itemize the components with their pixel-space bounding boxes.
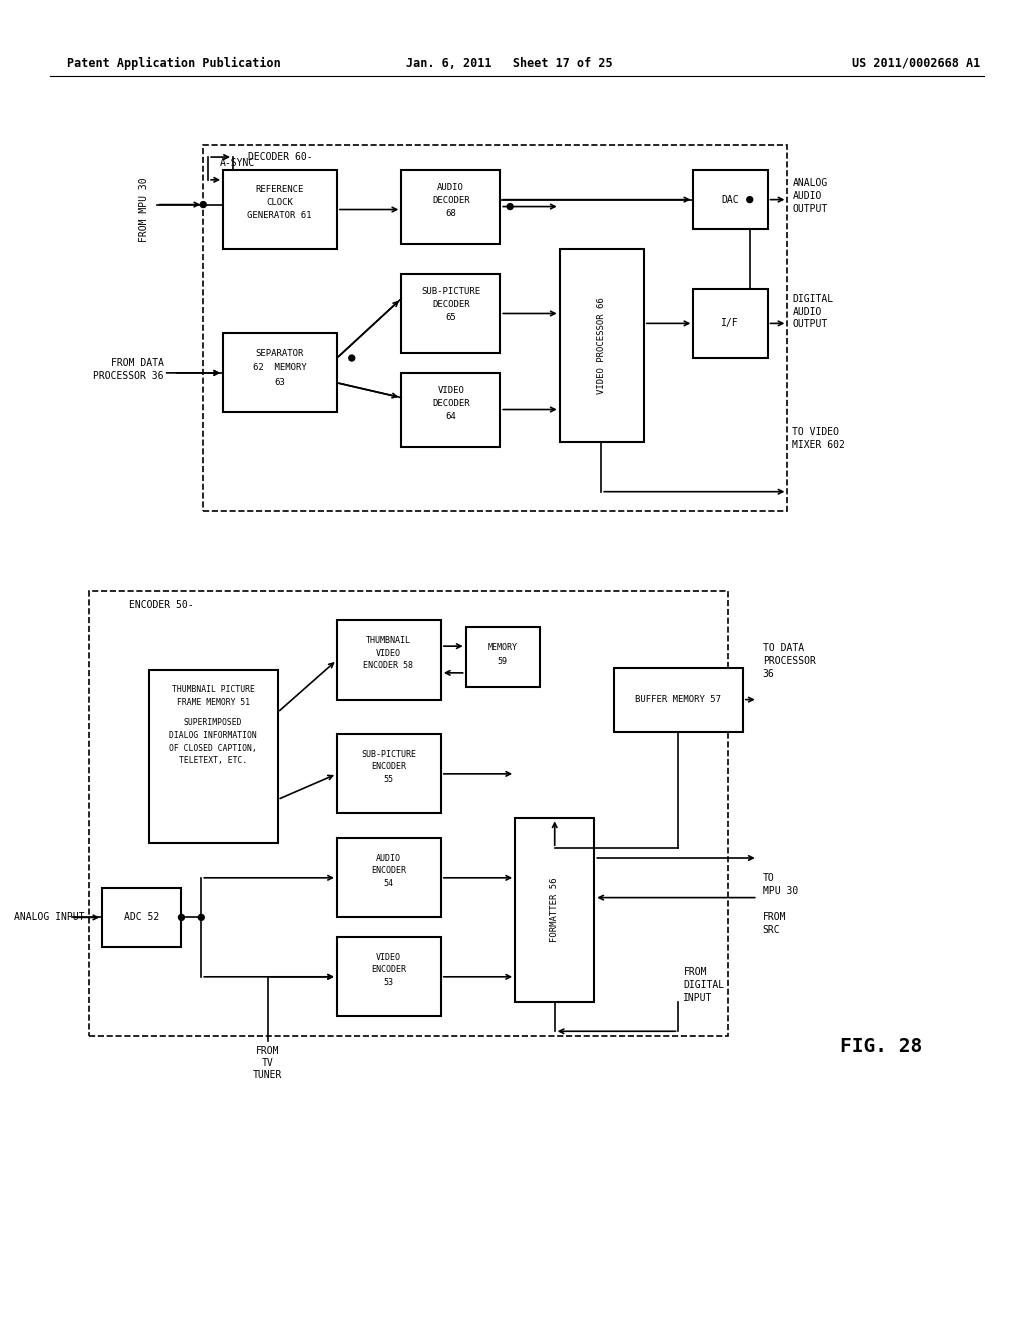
Text: 55: 55 [383, 775, 393, 784]
Text: OUTPUT: OUTPUT [793, 203, 827, 214]
Text: CLOCK: CLOCK [266, 198, 293, 207]
Text: ENCODER: ENCODER [371, 763, 406, 771]
Text: 65: 65 [445, 313, 456, 322]
Text: ENCODER 50-: ENCODER 50- [129, 599, 194, 610]
Text: FROM: FROM [763, 912, 786, 923]
Text: GENERATOR 61: GENERATOR 61 [247, 211, 311, 220]
Text: PROCESSOR 36: PROCESSOR 36 [93, 371, 164, 381]
Text: VIDEO: VIDEO [437, 387, 464, 395]
Text: SRC: SRC [763, 925, 780, 936]
Text: TO DATA: TO DATA [763, 643, 804, 653]
Text: 59: 59 [498, 657, 507, 667]
Text: FIG. 28: FIG. 28 [841, 1036, 923, 1056]
Text: ENCODER 58: ENCODER 58 [364, 661, 414, 671]
Text: AUDIO: AUDIO [793, 306, 821, 317]
Text: 68: 68 [445, 209, 456, 218]
Text: DAC: DAC [721, 194, 738, 205]
Bar [401, 372, 501, 447]
Text: INPUT: INPUT [683, 993, 713, 1003]
Bar [102, 888, 181, 948]
Text: REFERENCE: REFERENCE [255, 185, 304, 194]
Text: FROM MPU 30: FROM MPU 30 [139, 177, 148, 242]
Text: PROCESSOR: PROCESSOR [763, 656, 815, 667]
Text: Jan. 6, 2011   Sheet 17 of 25: Jan. 6, 2011 Sheet 17 of 25 [407, 57, 612, 70]
Bar [560, 249, 644, 442]
Text: 64: 64 [445, 412, 456, 421]
Text: THUMBNAIL: THUMBNAIL [366, 636, 411, 644]
Circle shape [178, 915, 184, 920]
Text: OF CLOSED CAPTION,: OF CLOSED CAPTION, [169, 743, 257, 752]
Text: ANALOG: ANALOG [793, 178, 827, 187]
Text: ADC 52: ADC 52 [124, 912, 160, 923]
Text: DIGITAL: DIGITAL [793, 293, 834, 304]
Text: ANALOG INPUT: ANALOG INPUT [14, 912, 84, 923]
Text: MPU 30: MPU 30 [763, 886, 798, 896]
Text: FROM: FROM [683, 966, 707, 977]
Text: DECODER: DECODER [432, 197, 470, 205]
Bar [337, 937, 441, 1016]
Text: 54: 54 [383, 879, 393, 888]
Circle shape [201, 202, 206, 207]
Text: I/F: I/F [721, 318, 738, 329]
Text: DECODER: DECODER [432, 399, 470, 408]
Text: AUDIO: AUDIO [376, 854, 400, 862]
Bar [203, 145, 787, 511]
Bar [148, 671, 278, 843]
Text: DIALOG INFORMATION: DIALOG INFORMATION [169, 731, 257, 739]
Text: ENCODER: ENCODER [371, 965, 406, 974]
Text: TELETEXT, ETC.: TELETEXT, ETC. [179, 756, 247, 766]
Bar [89, 590, 728, 1036]
Bar [401, 170, 501, 244]
Text: DECODER: DECODER [432, 300, 470, 309]
Text: FRAME MEMORY 51: FRAME MEMORY 51 [176, 698, 250, 708]
Bar [515, 818, 594, 1002]
Text: VIDEO: VIDEO [376, 648, 400, 657]
Text: ENCODER: ENCODER [371, 866, 406, 875]
Text: SEPARATOR: SEPARATOR [255, 348, 304, 358]
Bar [693, 289, 768, 358]
Text: OUTPUT: OUTPUT [793, 319, 827, 330]
Text: TUNER: TUNER [253, 1069, 283, 1080]
Bar [223, 170, 337, 249]
Bar [223, 333, 337, 412]
Text: FROM DATA: FROM DATA [111, 358, 164, 368]
Text: SUPERIMPOSED: SUPERIMPOSED [184, 718, 243, 727]
Text: SUB-PICTURE: SUB-PICTURE [360, 750, 416, 759]
Text: MIXER 602: MIXER 602 [793, 440, 845, 450]
Circle shape [349, 355, 354, 360]
Text: TV: TV [262, 1057, 273, 1068]
Text: A-SYNC: A-SYNC [220, 158, 256, 168]
Text: 53: 53 [383, 978, 393, 987]
Bar [337, 620, 441, 700]
Text: US 2011/0002668 A1: US 2011/0002668 A1 [852, 57, 980, 70]
Text: Patent Application Publication: Patent Application Publication [67, 57, 281, 70]
Text: AUDIO: AUDIO [793, 190, 821, 201]
Circle shape [199, 915, 204, 920]
Bar [401, 273, 501, 352]
Text: FORMATTER 56: FORMATTER 56 [550, 878, 559, 941]
Text: TO VIDEO: TO VIDEO [793, 428, 840, 437]
Bar [693, 170, 768, 230]
Circle shape [746, 197, 753, 202]
Text: 63: 63 [274, 379, 285, 387]
Bar [337, 734, 441, 813]
Text: 36: 36 [763, 669, 774, 678]
Bar [614, 668, 742, 733]
Text: SUB-PICTURE: SUB-PICTURE [421, 288, 480, 296]
Text: VIDEO: VIDEO [376, 953, 400, 961]
Text: AUDIO: AUDIO [437, 183, 464, 193]
Text: TO: TO [763, 873, 774, 883]
Text: MEMORY: MEMORY [487, 643, 517, 652]
Text: BUFFER MEMORY 57: BUFFER MEMORY 57 [636, 696, 722, 704]
Text: DECODER 60-: DECODER 60- [248, 152, 312, 162]
Text: FROM: FROM [256, 1045, 280, 1056]
Text: VIDEO PROCESSOR 66: VIDEO PROCESSOR 66 [597, 297, 606, 393]
Text: 62  MEMORY: 62 MEMORY [253, 363, 306, 372]
Bar [337, 838, 441, 917]
Bar [466, 627, 540, 686]
Text: DIGITAL: DIGITAL [683, 979, 725, 990]
Circle shape [507, 203, 513, 210]
Text: THUMBNAIL PICTURE: THUMBNAIL PICTURE [172, 685, 255, 694]
